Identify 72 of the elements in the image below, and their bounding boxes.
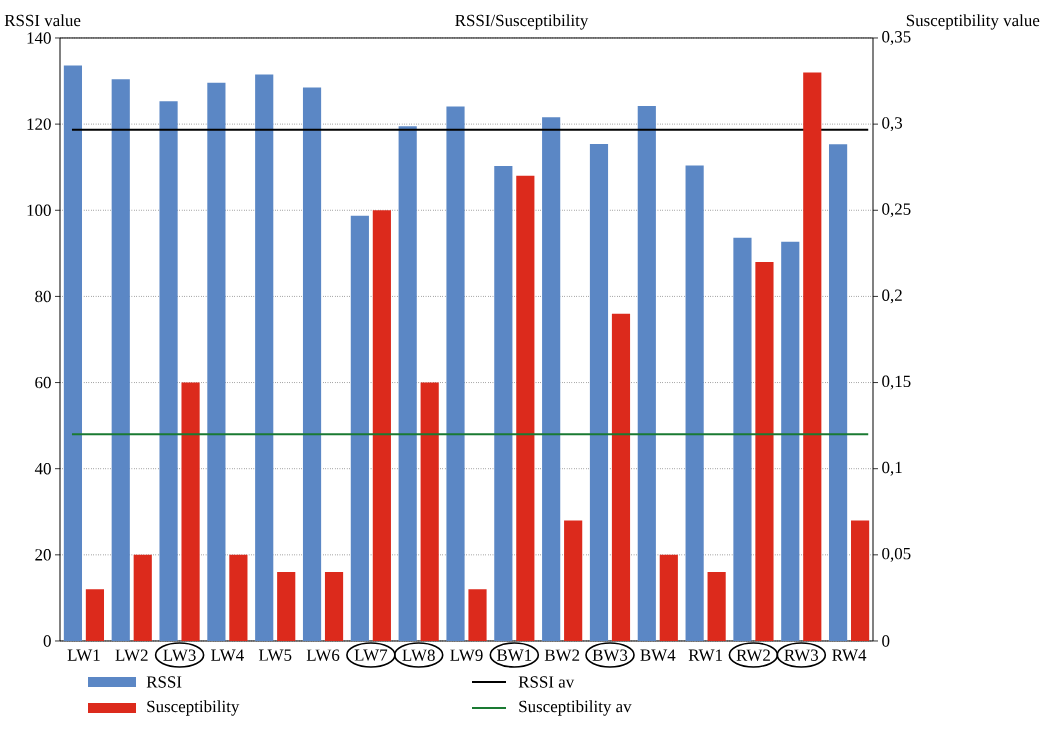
bar [516,175,535,641]
y2-axis-title: Susceptibility value [906,14,1040,30]
bar [420,382,439,641]
y-tick-label: 140 [27,32,51,44]
x-tick-label: LW3 [163,649,196,661]
y2-tick-label: 0,05 [882,547,911,562]
bar [159,101,178,641]
x-tick-label: BW4 [640,649,676,661]
y2-tick-label: 0,25 [882,203,911,218]
y-tick-label: 60 [35,376,51,389]
bar [803,72,822,641]
x-tick-label: RW3 [784,649,819,661]
bar [733,237,752,641]
x-tick-label: BW3 [592,649,628,661]
bar [542,117,561,641]
x-tick-label: LW5 [258,649,292,661]
bar [372,210,391,641]
bar [659,554,678,641]
legend-label: RSSI av [518,676,575,688]
y2-tick-label: 0 [882,635,890,647]
x-tick-label: BW1 [496,649,532,661]
legend-label: Susceptibility [147,700,240,716]
x-tick-label: BW2 [544,649,580,661]
x-tick-label: LW7 [354,649,388,661]
bar [277,572,296,641]
bar [229,554,248,641]
bar [685,165,704,641]
bar [324,572,344,641]
y2-tick-label: 0,15 [882,375,911,390]
x-tick-label: LW8 [402,649,435,662]
bar [302,87,322,641]
chart-title: RSSI/Susceptibility [455,14,589,30]
y-tick-label: 120 [27,118,51,130]
x-tick-label: RW4 [832,649,867,661]
bar [468,589,487,641]
bar [181,382,200,641]
bar [133,554,152,641]
bar [85,589,105,641]
bar [446,106,465,641]
bar [755,261,774,641]
bar [350,215,369,641]
legend-label: Susceptibility av [519,700,632,716]
bar [255,74,274,641]
y2-tick-label: 0,2 [882,289,902,304]
y2-tick-label: 0,3 [882,117,903,132]
y-tick-label: 100 [27,204,51,216]
bar [63,65,83,641]
x-tick-label: LW1 [67,649,100,661]
y-tick-label: 20 [35,549,51,561]
y-axis-title: RSSI value [4,14,81,27]
bar [398,126,417,641]
legend-label: RSSI [146,676,182,688]
y2-tick-label: 0,1 [882,461,902,476]
bar [851,520,870,641]
y-tick-label: 40 [34,462,51,475]
x-tick-label: LW6 [306,649,340,661]
bar [781,241,800,641]
x-tick-label: LW9 [450,649,483,661]
x-tick-label: RW2 [736,649,770,661]
bar [207,82,226,641]
bar [111,79,130,641]
bar [637,106,656,641]
y2-tick-label: 0,35 [882,31,911,45]
y-tick-label: 80 [35,290,51,303]
y-tick-label: 0 [43,635,51,647]
bar [494,165,513,641]
x-tick-label: LW4 [211,649,244,661]
x-tick-label: RW1 [688,649,723,661]
x-tick-label: LW2 [115,649,148,661]
bar [829,144,848,641]
bar [707,572,726,641]
bar [564,520,583,641]
